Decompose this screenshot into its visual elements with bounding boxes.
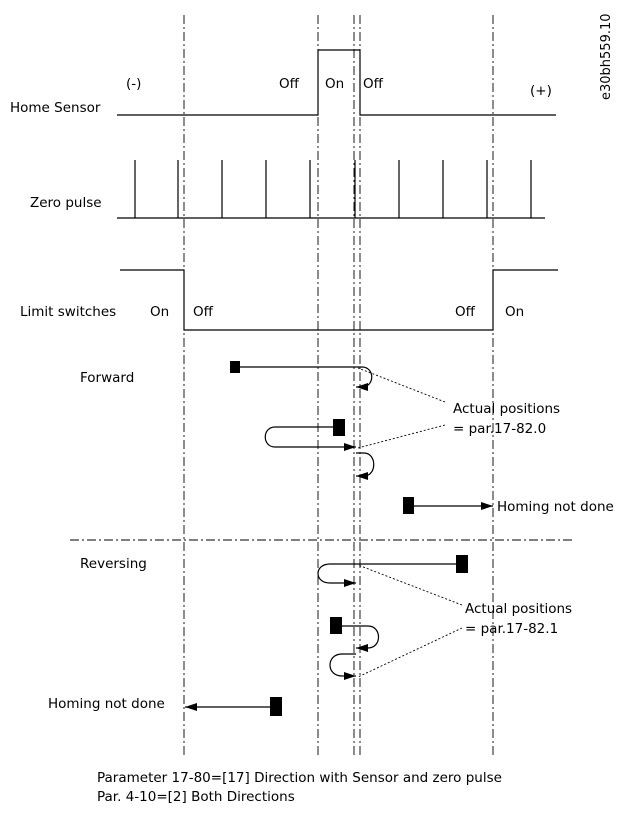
limit-switches: Limit switches On Off Off On <box>20 269 558 331</box>
reversing: Reversing Actual positions = par.17-82.1… <box>48 555 572 716</box>
image-id: e30bh559.10 <box>599 13 614 100</box>
label: Off <box>193 304 214 320</box>
label: Reversing <box>80 556 147 572</box>
label: On <box>505 304 524 320</box>
label: Homing not done <box>48 696 165 712</box>
label: Actual positions <box>465 601 572 617</box>
zero-pulse: Zero pulse <box>30 160 545 219</box>
label: (-) <box>126 76 141 92</box>
guide-lines <box>70 15 572 755</box>
label: Limit switches <box>20 304 116 320</box>
forward: Forward Actual positions = par.17-82.0 H… <box>80 361 614 515</box>
label: Forward <box>80 370 134 386</box>
label: Off <box>279 76 300 92</box>
label: = par.17-82.1 <box>465 621 558 637</box>
footer: Parameter 17-80=[17] Direction with Sens… <box>97 770 502 786</box>
label: On <box>325 76 344 92</box>
label: Zero pulse <box>30 195 102 211</box>
label: On <box>150 304 169 320</box>
footer: Par. 4-10=[2] Both Directions <box>97 789 295 805</box>
label: Off <box>455 304 476 320</box>
label: Homing not done <box>497 499 614 515</box>
label: = par.17-82.0 <box>453 421 546 437</box>
label: Actual positions <box>453 401 560 417</box>
label: (+) <box>530 83 552 99</box>
home-sensor: Home Sensor (-) Off On Off (+) <box>10 49 556 116</box>
label: Home Sensor <box>10 100 101 116</box>
label: Off <box>363 76 384 92</box>
